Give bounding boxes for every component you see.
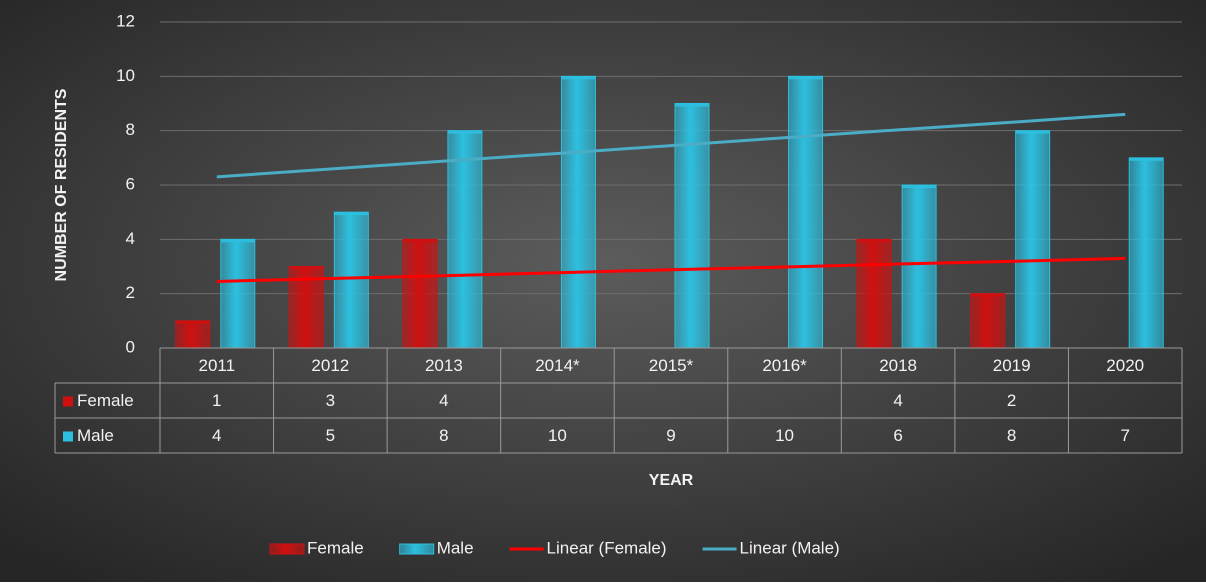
table-cell: 10 — [548, 426, 567, 445]
legend-swatch — [399, 543, 435, 555]
x-tick-label: 2014* — [535, 356, 580, 375]
x-tick-label: 2016* — [762, 356, 807, 375]
x-tick-label: 2013 — [425, 356, 463, 375]
x-tick-label: 2020 — [1106, 356, 1144, 375]
bar-top — [402, 239, 437, 243]
bar — [856, 238, 892, 349]
bar — [674, 103, 710, 349]
legend-label: Male — [437, 538, 474, 557]
bar-top — [970, 293, 1005, 297]
bar-top — [1129, 157, 1164, 161]
y-tick-label: 0 — [126, 337, 135, 356]
table-row-label: Female — [77, 391, 134, 410]
x-tick-label: 2018 — [879, 356, 917, 375]
x-tick-label: 2019 — [993, 356, 1031, 375]
bar — [220, 238, 256, 349]
table-key — [63, 396, 73, 407]
y-tick-label: 4 — [126, 229, 135, 248]
y-tick-label: 2 — [126, 283, 135, 302]
table-cell: 8 — [439, 426, 448, 445]
bar-top — [857, 239, 892, 243]
table-cell: 3 — [326, 391, 335, 410]
bar — [560, 75, 596, 349]
x-axis-title: YEAR — [649, 472, 694, 489]
trend-line — [216, 256, 1126, 283]
table-row-label: Male — [77, 426, 114, 445]
table-cell: 4 — [893, 391, 902, 410]
bar-top — [289, 266, 324, 270]
bar-top — [220, 239, 255, 243]
bar-top — [334, 212, 369, 216]
bar — [175, 320, 211, 349]
y-tick-label: 10 — [116, 66, 135, 85]
bar — [1128, 157, 1164, 349]
bar — [402, 238, 438, 349]
table-cell: 5 — [326, 426, 335, 445]
table-cell: 8 — [1007, 426, 1016, 445]
table-cell: 1 — [212, 391, 221, 410]
table-cell: 7 — [1120, 426, 1129, 445]
bar — [447, 130, 483, 349]
bar-top — [561, 76, 596, 80]
legend-label: Female — [307, 538, 364, 557]
bar-top — [175, 320, 210, 324]
bar-top — [902, 185, 937, 188]
bar — [901, 184, 937, 349]
y-tick-label: 8 — [126, 120, 135, 139]
table-cell: 6 — [893, 426, 902, 445]
bar — [1015, 130, 1051, 349]
legend-swatch — [269, 543, 305, 555]
legend-label: Linear (Male) — [740, 538, 840, 557]
bar — [970, 293, 1006, 349]
table-cell: 4 — [212, 426, 221, 445]
x-tick-label: 2011 — [198, 356, 235, 375]
table-cell: 2 — [1007, 391, 1016, 410]
bar-top — [675, 103, 709, 107]
y-axis-title: NUMBER OF RESIDENTS — [53, 88, 70, 281]
y-tick-label: 12 — [116, 11, 135, 30]
x-tick-label: 2012 — [311, 356, 349, 375]
legend-label: Linear (Female) — [547, 538, 667, 557]
bar — [333, 211, 369, 349]
table-cell: 9 — [666, 426, 675, 445]
x-tick-label: 2015* — [649, 356, 694, 375]
bar — [788, 75, 824, 349]
bar-top — [788, 76, 823, 80]
bar-top — [447, 130, 482, 134]
table-cell: 10 — [775, 426, 794, 445]
y-tick-label: 6 — [126, 174, 135, 193]
table-key — [63, 431, 73, 442]
table-cell: 4 — [439, 391, 448, 410]
bar-top — [1015, 130, 1050, 134]
trend-line — [216, 112, 1126, 179]
